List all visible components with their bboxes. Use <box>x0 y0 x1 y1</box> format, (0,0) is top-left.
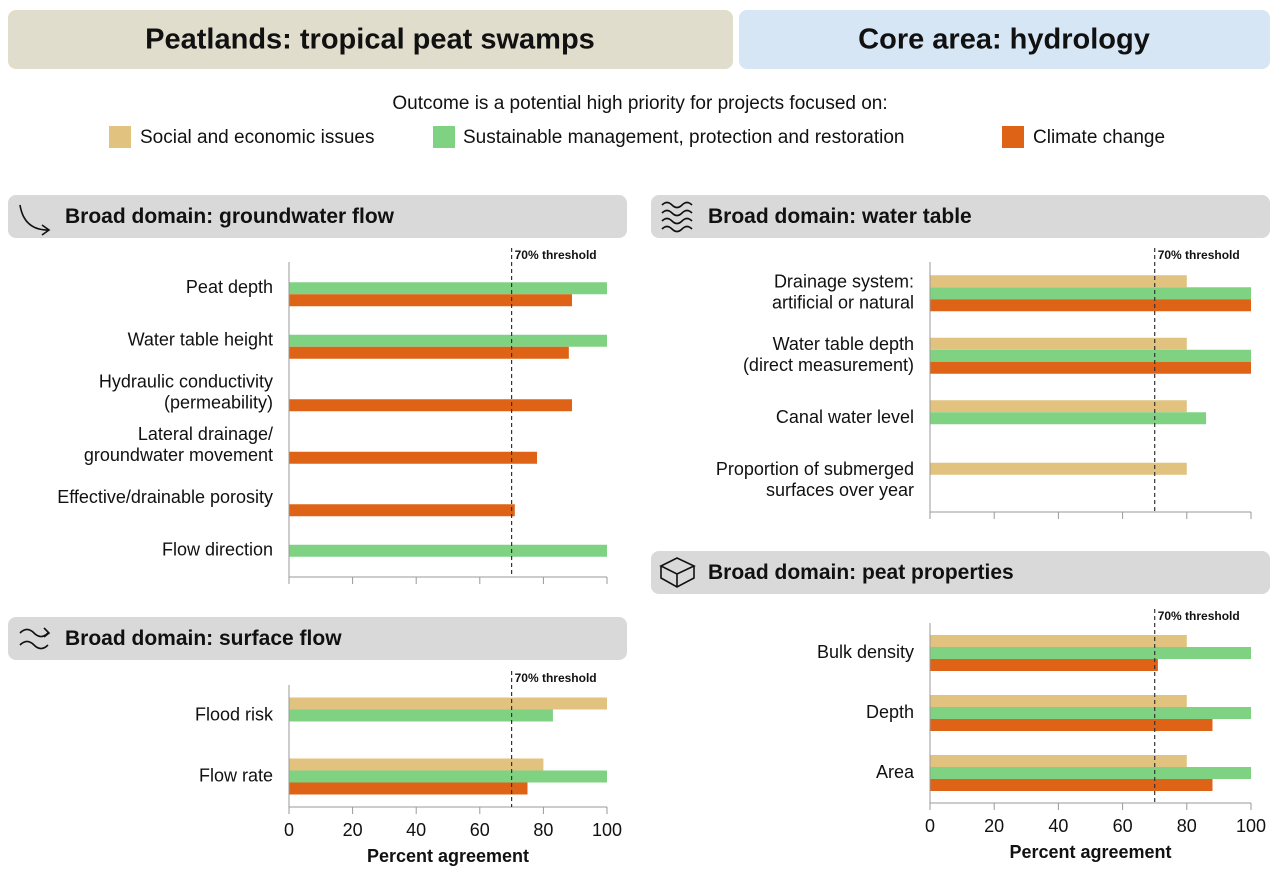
category-label: (permeability) <box>164 393 273 413</box>
bar <box>930 755 1187 767</box>
bar <box>289 504 515 517</box>
panel-header <box>651 195 1270 238</box>
bar <box>289 544 607 557</box>
category-label: Water table depth <box>773 334 914 354</box>
x-axis-label: Percent agreement <box>367 846 529 866</box>
bar <box>930 767 1251 779</box>
x-tick-label: 20 <box>984 816 1004 836</box>
bar <box>930 462 1187 475</box>
panel-title: Broad domain: groundwater flow <box>65 205 395 228</box>
x-axis-label: Percent agreement <box>1009 842 1171 862</box>
category-label: Water table height <box>128 330 273 350</box>
legend-title: Outcome is a potential high priority for… <box>392 93 887 114</box>
x-tick-label: 0 <box>925 816 935 836</box>
header-right: Core area: hydrology <box>858 24 1150 56</box>
category-label: groundwater movement <box>84 445 273 465</box>
x-tick-label: 60 <box>1113 816 1133 836</box>
category-label: Drainage system: <box>774 272 914 292</box>
bar <box>930 779 1213 791</box>
category-label: surfaces over year <box>766 480 914 500</box>
icon-water-table <box>661 201 693 233</box>
bar <box>289 758 544 771</box>
header-left: Peatlands: tropical peat swamps <box>145 24 595 56</box>
icon-peat <box>659 557 696 588</box>
icon-surface <box>19 627 51 650</box>
category-label: Area <box>876 762 915 782</box>
legend-label: Social and economic issues <box>140 127 374 148</box>
category-label: Hydraulic conductivity <box>99 372 273 392</box>
bar <box>289 282 607 295</box>
x-tick-label: 40 <box>1048 816 1068 836</box>
bar <box>930 659 1158 671</box>
panel-title: Broad domain: water table <box>708 205 972 228</box>
x-tick-label: 100 <box>1236 816 1266 836</box>
bar <box>930 635 1187 647</box>
bar <box>930 647 1251 659</box>
legend-swatch <box>109 126 131 148</box>
bar <box>930 707 1251 719</box>
category-label: Peat depth <box>186 277 273 297</box>
bar <box>289 294 573 307</box>
category-label: (direct measurement) <box>743 355 914 375</box>
category-label: Flow rate <box>199 765 273 785</box>
bar <box>930 695 1187 707</box>
category-label: Depth <box>866 702 914 722</box>
threshold-label: 70% threshold <box>515 671 597 685</box>
category-label: Lateral drainage/ <box>138 424 273 444</box>
icons <box>19 201 696 650</box>
threshold-label: 70% threshold <box>1158 248 1240 262</box>
x-tick-label: 60 <box>470 820 490 840</box>
panel-header <box>651 551 1270 594</box>
x-tick-label: 20 <box>343 820 363 840</box>
x-tick-label: 0 <box>284 820 294 840</box>
bar <box>930 287 1251 300</box>
legend-swatch <box>1002 126 1024 148</box>
bar <box>289 709 553 722</box>
bar <box>289 399 573 412</box>
bar <box>289 334 607 347</box>
bar <box>289 770 607 783</box>
category-label: Flow direction <box>162 540 273 560</box>
legend-label: Sustainable management, protection and r… <box>463 127 905 148</box>
legend-swatch <box>433 126 455 148</box>
panel-header <box>8 195 627 238</box>
category-label: Canal water level <box>776 407 914 427</box>
category-label: Effective/drainable porosity <box>57 487 273 507</box>
bar <box>930 349 1251 362</box>
bar <box>930 412 1207 425</box>
bar <box>289 782 528 795</box>
bar <box>930 337 1187 350</box>
bar <box>930 275 1187 288</box>
threshold-label: 70% threshold <box>1158 609 1240 623</box>
x-tick-label: 100 <box>592 820 622 840</box>
panel-title: Broad domain: peat properties <box>708 561 1014 584</box>
header-left-box <box>8 10 733 69</box>
bar <box>289 451 538 464</box>
bar <box>289 697 607 710</box>
bar <box>289 346 569 359</box>
threshold-label: 70% threshold <box>515 248 597 262</box>
x-tick-label: 80 <box>1177 816 1197 836</box>
legend-label: Climate change <box>1033 127 1165 148</box>
header-right-box <box>739 10 1270 69</box>
x-tick-label: 40 <box>406 820 426 840</box>
category-label: Proportion of submerged <box>716 459 914 479</box>
category-label: Flood risk <box>195 704 274 724</box>
x-tick-label: 80 <box>533 820 553 840</box>
bar <box>930 719 1213 731</box>
panel-title: Broad domain: surface flow <box>65 627 342 650</box>
bar <box>930 400 1187 413</box>
category-label: Bulk density <box>817 642 914 662</box>
bar <box>930 299 1251 312</box>
panel-header <box>8 617 627 660</box>
bar <box>930 361 1251 374</box>
category-label: artificial or natural <box>772 293 914 313</box>
icon-groundwater <box>19 204 51 236</box>
